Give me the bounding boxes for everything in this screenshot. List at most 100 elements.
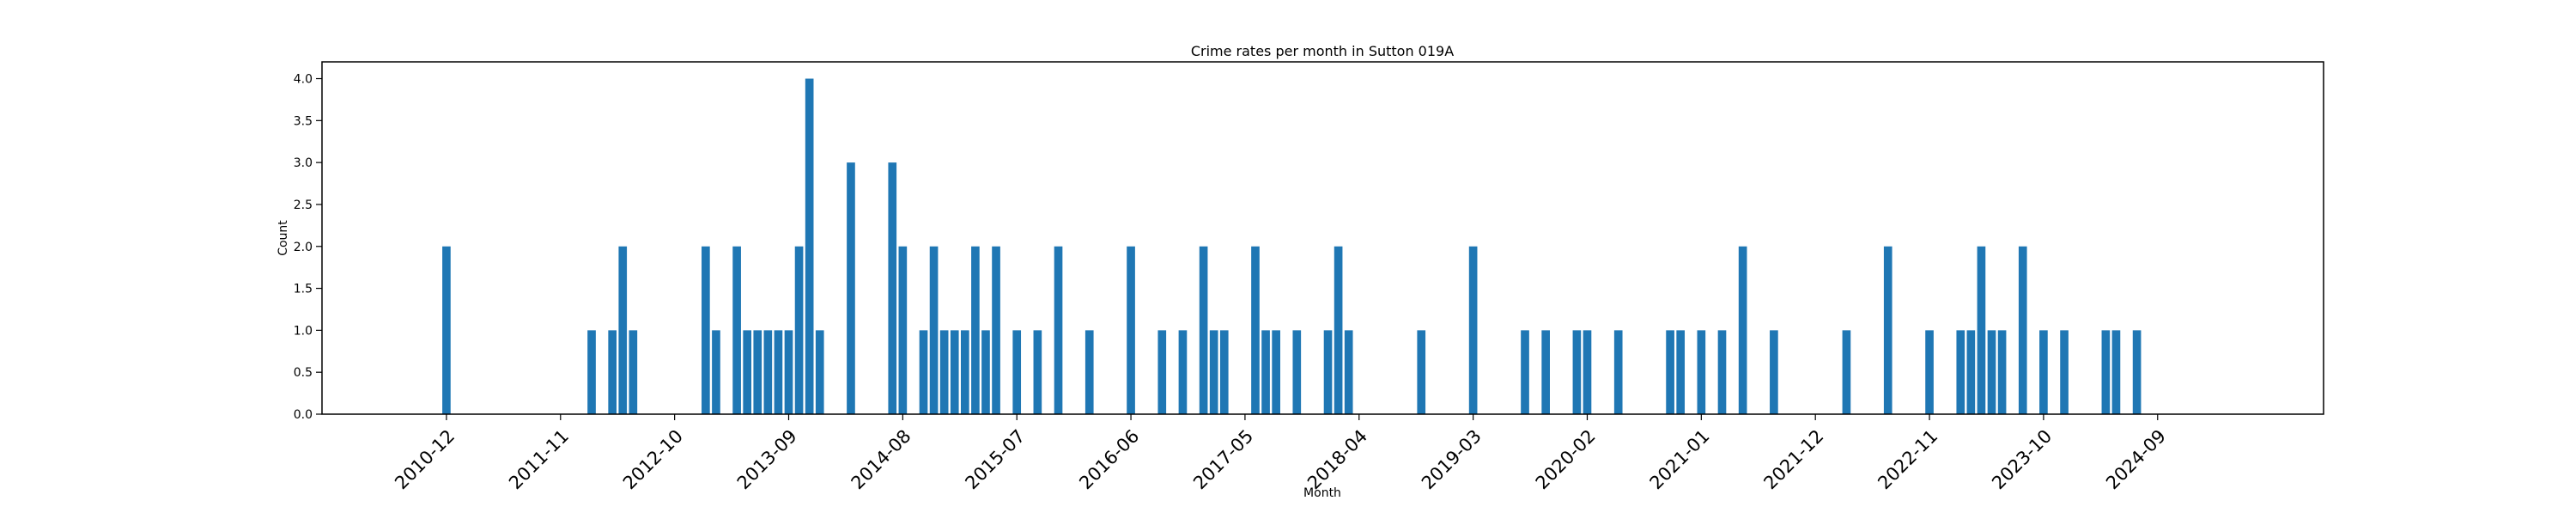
bar (805, 78, 814, 415)
y-tick-label: 2.0 (294, 241, 313, 254)
x-tick-label: 2011-11 (505, 425, 573, 493)
x-tick-label: 2019-03 (1418, 425, 1485, 493)
bar (1084, 330, 1094, 414)
bar (919, 330, 928, 414)
x-tick-label: 2015-07 (961, 425, 1029, 493)
bar (1987, 330, 1996, 414)
bar (1977, 246, 1986, 414)
y-tick-label: 2.5 (294, 198, 313, 212)
bars-group (442, 78, 2142, 415)
x-tick-label: 2014-08 (848, 425, 915, 493)
x-tick-label: 2023-10 (1988, 425, 2056, 493)
bar (618, 246, 628, 414)
y-tick-label: 3.5 (294, 114, 313, 128)
x-tick-label: 2018-04 (1303, 425, 1371, 493)
bar (1966, 330, 1976, 414)
bar (1572, 330, 1582, 414)
bar (1209, 330, 1218, 414)
bar (1925, 330, 1934, 414)
bar (950, 330, 959, 414)
bar (1033, 330, 1042, 414)
bar (929, 246, 939, 414)
bar (1717, 330, 1727, 414)
bar (2060, 330, 2069, 414)
bar (1344, 330, 1353, 414)
bar (608, 330, 617, 414)
bar (794, 246, 804, 414)
y-tick-label: 0.5 (294, 366, 313, 380)
bar (1417, 330, 1426, 414)
bar (712, 330, 720, 414)
bar (1127, 246, 1135, 414)
bar (1292, 330, 1302, 414)
bar (1468, 246, 1478, 414)
bar (1666, 330, 1674, 414)
bar (763, 330, 773, 414)
x-tick-label: 2013-09 (733, 425, 801, 493)
bar (1272, 330, 1280, 414)
bar (1770, 330, 1778, 414)
bar (847, 162, 855, 414)
x-tick-label: 2021-12 (1759, 425, 1827, 493)
bar (1583, 330, 1592, 414)
bar (1178, 330, 1188, 414)
bar (629, 330, 638, 414)
y-tick-label: 1.0 (294, 324, 313, 338)
bar (888, 162, 897, 414)
x-tick-label: 2020-02 (1532, 425, 1600, 493)
bar (702, 246, 710, 414)
x-tick-label: 2016-06 (1075, 425, 1143, 493)
bar (1842, 330, 1851, 414)
bar (1738, 246, 1747, 414)
plot-frame (321, 61, 2324, 415)
bar (1199, 246, 1208, 414)
y-tick-label: 4.0 (294, 73, 313, 87)
x-tick-label: 2017-05 (1189, 425, 1257, 493)
bar (2101, 330, 2111, 414)
bar (1613, 330, 1623, 414)
x-tick-label: 2024-09 (2102, 425, 2170, 493)
bar (442, 246, 451, 414)
bar (1883, 246, 1893, 414)
bar (1541, 330, 1550, 414)
y-axis: 0.0 0.5 1.0 1.5 2.0 2.5 3.0 3.5 4.0 (294, 73, 322, 422)
bar (1261, 330, 1270, 414)
bar (774, 330, 783, 414)
bar (1697, 330, 1706, 414)
bar (1334, 246, 1343, 414)
x-tick-label: 2022-11 (1874, 425, 1941, 493)
bar (1956, 330, 1965, 414)
bar (587, 330, 596, 414)
bar (1521, 330, 1529, 414)
bar (898, 246, 908, 414)
bar (1054, 246, 1063, 414)
bar (992, 246, 1000, 414)
bar (2039, 330, 2048, 414)
y-tick-label: 0.0 (294, 408, 313, 422)
bar (1219, 330, 1229, 414)
bar (1676, 330, 1686, 414)
x-axis: 2010-12 2011-11 2012-10 2013-09 2014-08 2015-… (391, 414, 2170, 493)
bar (2132, 330, 2142, 414)
bar (1997, 330, 2007, 414)
y-tick-label: 1.5 (294, 283, 313, 296)
bar (971, 246, 980, 414)
bar (1323, 330, 1333, 414)
bar (743, 330, 752, 414)
bar (753, 330, 762, 414)
x-tick-label: 2012-10 (619, 425, 687, 493)
y-tick-label: 3.0 (294, 156, 313, 170)
bar (2111, 330, 2121, 414)
bar (2018, 246, 2027, 414)
bar (939, 330, 949, 414)
x-axis-label: Month (1303, 486, 1341, 500)
bar (981, 330, 990, 414)
bar (1157, 330, 1167, 414)
x-tick-label: 2021-01 (1646, 425, 1714, 493)
bar (1012, 330, 1022, 414)
chart-title: Crime rates per month in Sutton 019A (1191, 43, 1454, 59)
bar (1251, 246, 1260, 414)
bar (732, 246, 741, 414)
bar (784, 330, 793, 414)
